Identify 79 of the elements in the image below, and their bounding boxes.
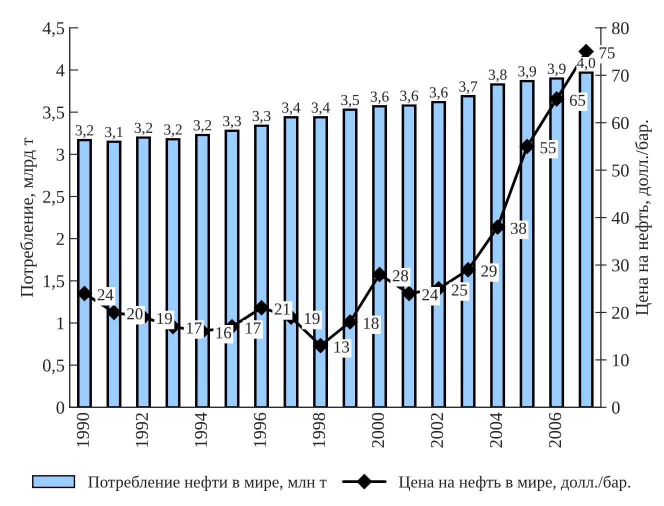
- x-tick-label: 2004: [490, 412, 502, 448]
- y-tick-label: 2: [56, 232, 64, 245]
- y2-tick-label: 20: [612, 306, 629, 319]
- y-tick-label: 4: [56, 64, 65, 76]
- y2-tick-label: 0: [612, 402, 620, 414]
- point: [549, 91, 564, 107]
- data-label: 3,5: [341, 94, 360, 108]
- data-label: 3,6: [430, 87, 448, 100]
- data-label: 24: [422, 289, 438, 300]
- legend-label: Цена на нефть в мире, долл./бар.: [398, 476, 630, 491]
- data-label: 3,2: [76, 125, 94, 138]
- data-label: 4,0: [576, 58, 596, 70]
- y-tick-label: 0: [56, 402, 64, 414]
- data-label: 3,2: [194, 120, 212, 133]
- y2-axis-title: Цена на нефть, долл./бар.: [634, 120, 652, 316]
- x-tick-label: 2006: [548, 412, 562, 448]
- data-label: 3,9: [548, 64, 566, 76]
- data-label: 65: [570, 94, 586, 106]
- data-label: 19: [305, 312, 320, 324]
- data-label: 25: [452, 284, 468, 296]
- point: [520, 138, 535, 154]
- data-label: 38: [510, 222, 526, 234]
- data-label: 17: [186, 322, 202, 334]
- point: [106, 304, 122, 320]
- data-label: 3,6: [370, 92, 389, 104]
- data-label: 18: [364, 318, 379, 329]
- x-tick-label: 1996: [254, 412, 266, 447]
- data-label: 19: [157, 312, 172, 324]
- x-tick-label: 1992: [136, 413, 148, 447]
- y-tick-label: 0,5: [42, 359, 64, 374]
- y2-tick-label: 50: [612, 164, 629, 177]
- point: [342, 314, 358, 330]
- data-label: 29: [481, 266, 497, 277]
- data-label: 75: [600, 47, 615, 58]
- point: [372, 266, 388, 282]
- point: [402, 286, 417, 302]
- data-label: 28: [392, 270, 408, 282]
- point: [312, 338, 328, 354]
- y-tick-label: 1,5: [44, 275, 64, 290]
- data-label: 24: [98, 289, 114, 300]
- data-label: 3,8: [488, 70, 507, 82]
- data-label: 3,2: [164, 124, 182, 137]
- data-label: 20: [127, 308, 143, 320]
- data-label: 16: [216, 327, 232, 338]
- y2-tick-label: 30: [612, 259, 629, 272]
- y-tick-label: 1: [57, 317, 64, 330]
- data-label: 55: [540, 142, 556, 154]
- y-tick-label: 3,5: [43, 106, 64, 122]
- y2-tick-label: 10: [612, 354, 629, 366]
- data-label: 3,7: [459, 81, 478, 94]
- y-tick-label: 3: [56, 148, 64, 161]
- data-label: 3,1: [105, 126, 123, 140]
- y2-tick-label: 70: [612, 70, 629, 82]
- data-label: 17: [246, 322, 261, 334]
- y-tick-label: 2,5: [43, 190, 64, 206]
- point: [460, 262, 476, 278]
- data-label: 3,6: [400, 90, 418, 104]
- point: [254, 300, 270, 316]
- x-tick-label: 1998: [312, 412, 326, 447]
- data-label: 3,4: [282, 102, 300, 115]
- data-label: 3,3: [252, 110, 270, 124]
- data-label: 3,3: [223, 116, 241, 128]
- legend-label: Потребление нефти в мире, млн т: [88, 476, 327, 491]
- x-tick-label: 1994: [194, 412, 208, 447]
- point: [490, 220, 506, 235]
- data-label: 13: [334, 341, 350, 353]
- y-axis-title: Потребление, млрд т: [20, 138, 37, 298]
- x-tick-label: 2000: [372, 412, 384, 448]
- y-tick-label: 4,5: [42, 22, 64, 37]
- data-label: 3,9: [518, 66, 536, 79]
- y2-tick-label: 40: [612, 212, 629, 224]
- y2-tick-label: 80: [612, 22, 629, 34]
- x-tick-label: 1990: [76, 412, 89, 447]
- y2-tick-label: 60: [612, 116, 629, 130]
- data-label: 3,4: [312, 102, 330, 115]
- data-label: 3,2: [134, 122, 152, 136]
- x-tick-label: 2002: [430, 413, 444, 448]
- data-label: 21: [274, 303, 290, 314]
- point: [76, 286, 92, 302]
